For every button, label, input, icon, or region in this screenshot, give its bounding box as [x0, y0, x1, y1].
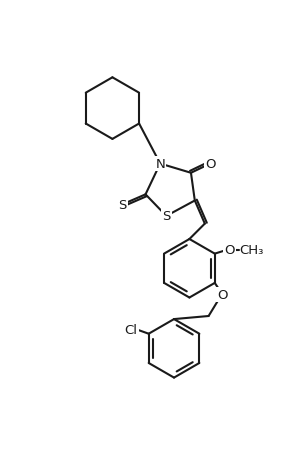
Text: O: O	[205, 158, 216, 171]
Text: N: N	[155, 158, 165, 171]
Text: CH₃: CH₃	[239, 244, 264, 257]
Text: O: O	[217, 288, 228, 301]
Text: Cl: Cl	[124, 324, 137, 336]
Text: O: O	[224, 244, 235, 257]
Text: S: S	[118, 198, 127, 212]
Text: S: S	[162, 210, 171, 223]
